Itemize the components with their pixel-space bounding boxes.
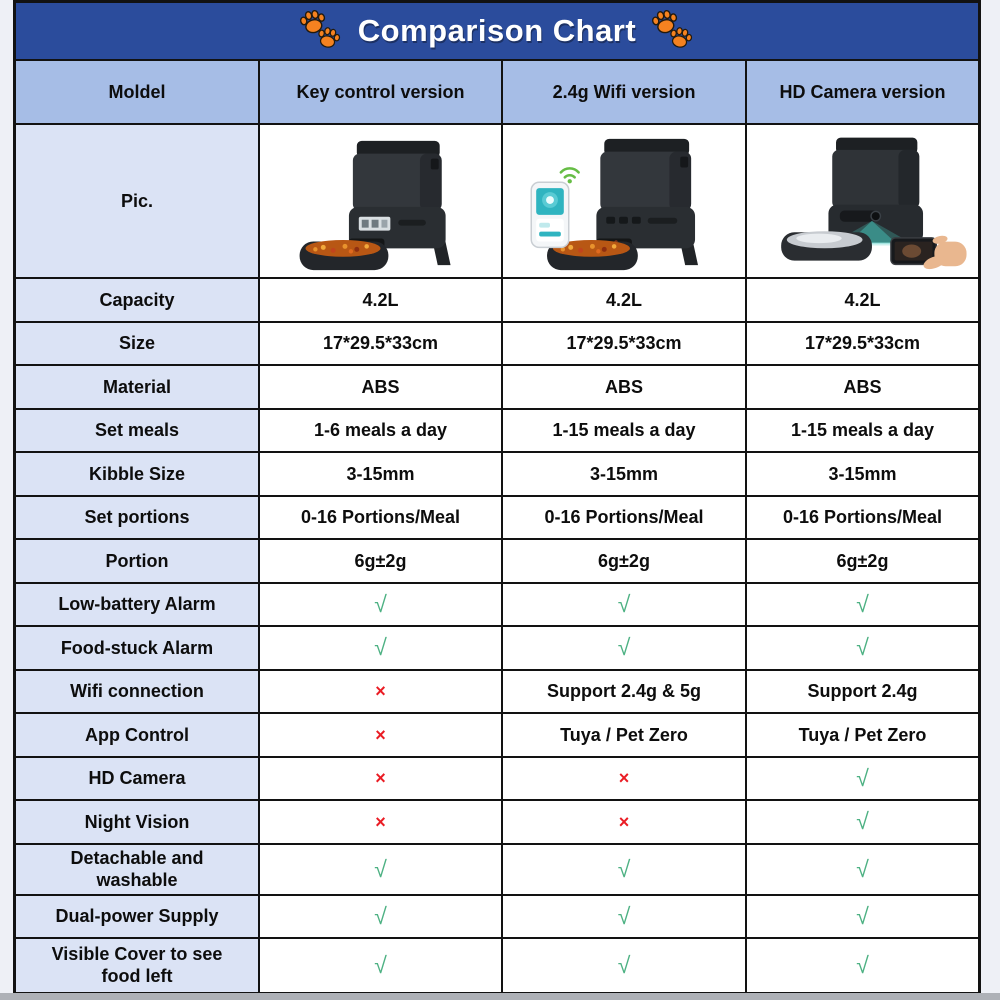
row-label-pic: Pic. <box>16 125 258 277</box>
cell-value: √ <box>260 895 501 937</box>
cell-value: × <box>260 714 501 756</box>
cell-value: × <box>260 757 501 799</box>
cell-value: 6g±2g <box>503 540 745 582</box>
row-label: Night Vision <box>16 801 258 843</box>
cell-value: 1-6 meals a day <box>260 409 501 451</box>
table-title-bar: Comparison Chart <box>16 3 978 59</box>
product-photo-hd-camera-version <box>747 125 978 277</box>
cell-value: 4.2L <box>503 279 745 321</box>
cell-value: 17*29.5*33cm <box>503 322 745 364</box>
product-photo-wifi-version <box>503 125 745 277</box>
cell-value: 3-15mm <box>747 453 978 495</box>
header-wifi-version: 2.4g Wifi version <box>503 61 745 123</box>
cell-value: ABS <box>503 366 745 408</box>
cell-value: √ <box>747 627 978 669</box>
cell-value: √ <box>747 583 978 625</box>
row-label: Size <box>16 322 258 364</box>
cell-value: √ <box>503 583 745 625</box>
row-label: Low-battery Alarm <box>16 583 258 625</box>
bottom-shadow-strip <box>0 993 1000 1000</box>
cell-value: 3-15mm <box>260 453 501 495</box>
paw-prints-icon <box>298 9 344 53</box>
header-key-control-version: Key control version <box>260 61 501 123</box>
cell-value: 0-16 Portions/Meal <box>260 496 501 538</box>
cell-value: 6g±2g <box>260 540 501 582</box>
cell-value: 4.2L <box>260 279 501 321</box>
cell-value: 4.2L <box>747 279 978 321</box>
page-title: Comparison Chart <box>357 13 637 48</box>
row-label: Portion <box>16 540 258 582</box>
paw-prints-icon <box>650 9 696 53</box>
cell-value: √ <box>260 583 501 625</box>
cell-value: √ <box>747 895 978 937</box>
cell-value: √ <box>747 801 978 843</box>
row-label: Material <box>16 366 258 408</box>
cell-value: ABS <box>747 366 978 408</box>
cell-value: √ <box>503 627 745 669</box>
row-label: Dual-power Supply <box>16 895 258 937</box>
cell-value: √ <box>260 627 501 669</box>
cell-value: 3-15mm <box>503 453 745 495</box>
row-label: Set meals <box>16 409 258 451</box>
cell-value: 1-15 meals a day <box>747 409 978 451</box>
cell-value: √ <box>747 844 978 894</box>
cell-value: 1-15 meals a day <box>503 409 745 451</box>
cell-value: × <box>260 670 501 712</box>
cell-value: Tuya / Pet Zero <box>503 714 745 756</box>
row-label: Food-stuck Alarm <box>16 627 258 669</box>
header-model-column: Moldel <box>16 61 258 123</box>
cell-value: × <box>503 757 745 799</box>
cell-value: 17*29.5*33cm <box>260 322 501 364</box>
cell-value: √ <box>747 757 978 799</box>
row-label: Kibble Size <box>16 453 258 495</box>
header-hd-camera-version: HD Camera version <box>747 61 978 123</box>
row-label: App Control <box>16 714 258 756</box>
row-label: Detachable and washable <box>16 844 258 894</box>
cell-value: 6g±2g <box>747 540 978 582</box>
comparison-table: Comparison Chart <box>13 0 981 994</box>
cell-value: 0-16 Portions/Meal <box>503 496 745 538</box>
row-label: Capacity <box>16 279 258 321</box>
cell-value: × <box>503 801 745 843</box>
cell-value: √ <box>747 939 978 992</box>
cell-value: √ <box>260 844 501 894</box>
product-photo-key-control <box>260 125 501 277</box>
cell-value: ABS <box>260 366 501 408</box>
cell-value: × <box>260 801 501 843</box>
cell-value: Tuya / Pet Zero <box>747 714 978 756</box>
row-label: Wifi connection <box>16 670 258 712</box>
cell-value: √ <box>503 895 745 937</box>
cell-value: 17*29.5*33cm <box>747 322 978 364</box>
cell-value: Support 2.4g & 5g <box>503 670 745 712</box>
cell-value: 0-16 Portions/Meal <box>747 496 978 538</box>
cell-value: √ <box>260 939 501 992</box>
row-label: Set portions <box>16 496 258 538</box>
cell-value: √ <box>503 844 745 894</box>
row-label: Visible Cover to see food left <box>16 939 258 992</box>
cell-value: √ <box>503 939 745 992</box>
row-label: HD Camera <box>16 757 258 799</box>
cell-value: Support 2.4g <box>747 670 978 712</box>
